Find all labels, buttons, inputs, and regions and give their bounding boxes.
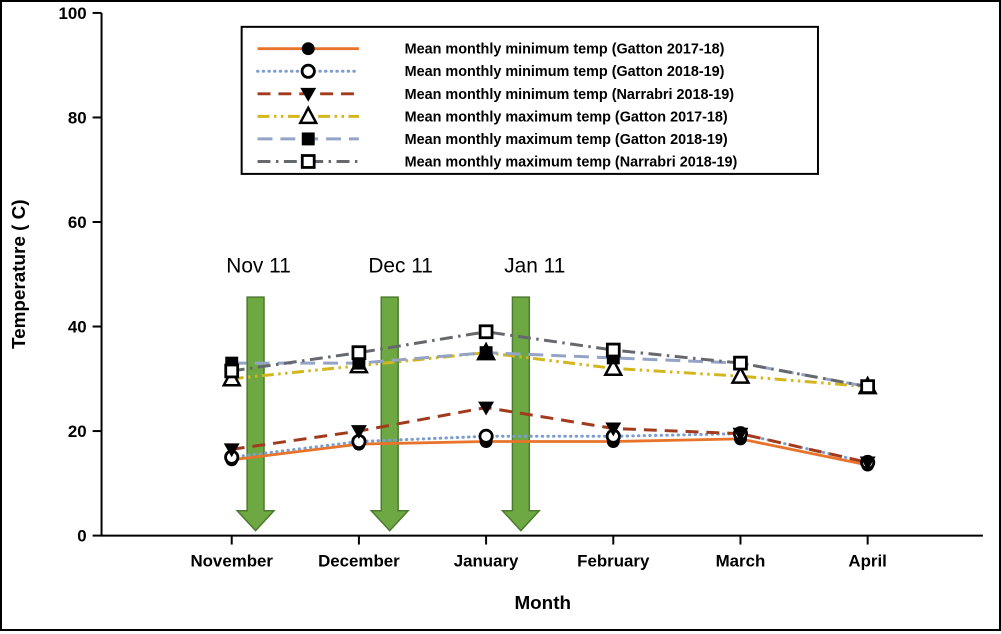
data-point-s2-march	[732, 427, 749, 442]
series-line-3	[231, 351, 868, 389]
series-line-0	[231, 437, 868, 467]
data-point-s4-january	[479, 346, 493, 360]
x-axis-tick-label: January	[454, 551, 519, 570]
legend-marker-sample	[301, 42, 315, 56]
series-lines-layer	[230, 330, 870, 467]
event-arrow-0	[235, 296, 276, 532]
legend-marker-sample	[300, 87, 317, 102]
series-line-1	[230, 432, 870, 464]
legend-marker-sample	[301, 132, 315, 146]
data-point-s5-march	[733, 355, 748, 371]
data-markers-layer	[221, 324, 878, 472]
x-axis-tick-label: February	[577, 551, 650, 570]
legend-item-2: Mean monthly minimum temp (Narrabri 2018…	[257, 87, 735, 103]
data-point-s5-april	[860, 379, 876, 394]
y-axis-title: Temperature ( C)	[8, 200, 29, 350]
data-point-s2-november	[223, 443, 240, 458]
data-point-s2-february	[605, 422, 622, 437]
data-point-s2-april	[859, 456, 876, 471]
annotation-label-0: Nov 11	[226, 254, 291, 277]
data-point-s1-january	[478, 428, 494, 444]
data-point-s5-january	[478, 324, 494, 340]
legend-item-label: Mean monthly minimum temp (Gatton 2017-1…	[405, 42, 725, 58]
data-point-s2-december	[350, 425, 367, 440]
data-point-s3-february	[603, 357, 624, 377]
series-line-2	[231, 406, 868, 464]
y-axis-tick-label: 20	[68, 422, 87, 441]
legend-item-label: Mean monthly minimum temp (Gatton 2018-1…	[405, 64, 725, 80]
legend-item-5: Mean monthly maximum temp (Narrabri 2018…	[257, 154, 738, 170]
annotation-label-2: Jan 11	[504, 254, 565, 277]
data-point-s2-january	[478, 401, 495, 416]
legend-item-label: Mean monthly maximum temp (Gatton 2018-1…	[405, 132, 728, 148]
data-point-s5-february	[605, 342, 621, 358]
event-arrow-1	[369, 296, 410, 532]
legend-marker-sample	[300, 154, 316, 169]
legend-item-3: Mean monthly maximum temp (Gatton 2017-1…	[257, 105, 728, 125]
legend-box	[240, 25, 819, 175]
y-axis-tick-label: 80	[68, 108, 87, 127]
y-axis-tick-label: 0	[77, 527, 86, 546]
legend-item-1: Mean monthly minimum temp (Gatton 2018-1…	[256, 63, 725, 80]
legend-item-label: Mean monthly maximum temp (Gatton 2017-1…	[405, 109, 728, 125]
y-axis-tick-label: 60	[68, 213, 87, 232]
legend: Mean monthly minimum temp (Gatton 2017-1…	[240, 25, 819, 175]
legend-marker-sample	[298, 105, 319, 125]
data-point-s5-december	[351, 345, 367, 361]
legend-marker-sample	[300, 63, 316, 79]
x-axis-title: Month	[514, 592, 571, 613]
x-axis-tick-label: November	[190, 551, 273, 570]
legend-item-4: Mean monthly maximum temp (Gatton 2018-1…	[257, 132, 728, 148]
y-axis-tick-label: 100	[58, 4, 86, 23]
legend-item-label: Mean monthly maximum temp (Narrabri 2018…	[405, 154, 738, 170]
annotation-label-1: Dec 11	[368, 254, 433, 277]
x-axis-tick-label: April	[848, 551, 886, 570]
axes-layer: 0 20 40 60 80 100 November December January Febru…	[8, 4, 983, 613]
annotation-labels-layer: Nov 11 Dec 11 Jan 11	[226, 254, 565, 277]
x-axis-tick-label: December	[318, 551, 400, 570]
data-point-s3-march	[730, 365, 751, 384]
legend-item-label: Mean monthly minimum temp (Narrabri 2018…	[405, 87, 735, 103]
legend-item-0: Mean monthly minimum temp (Gatton 2017-1…	[257, 42, 725, 58]
x-axis-tick-label: March	[716, 551, 766, 570]
series-line-5	[231, 330, 868, 389]
y-axis-tick-label: 40	[68, 317, 87, 336]
data-point-s5-november	[224, 363, 240, 379]
